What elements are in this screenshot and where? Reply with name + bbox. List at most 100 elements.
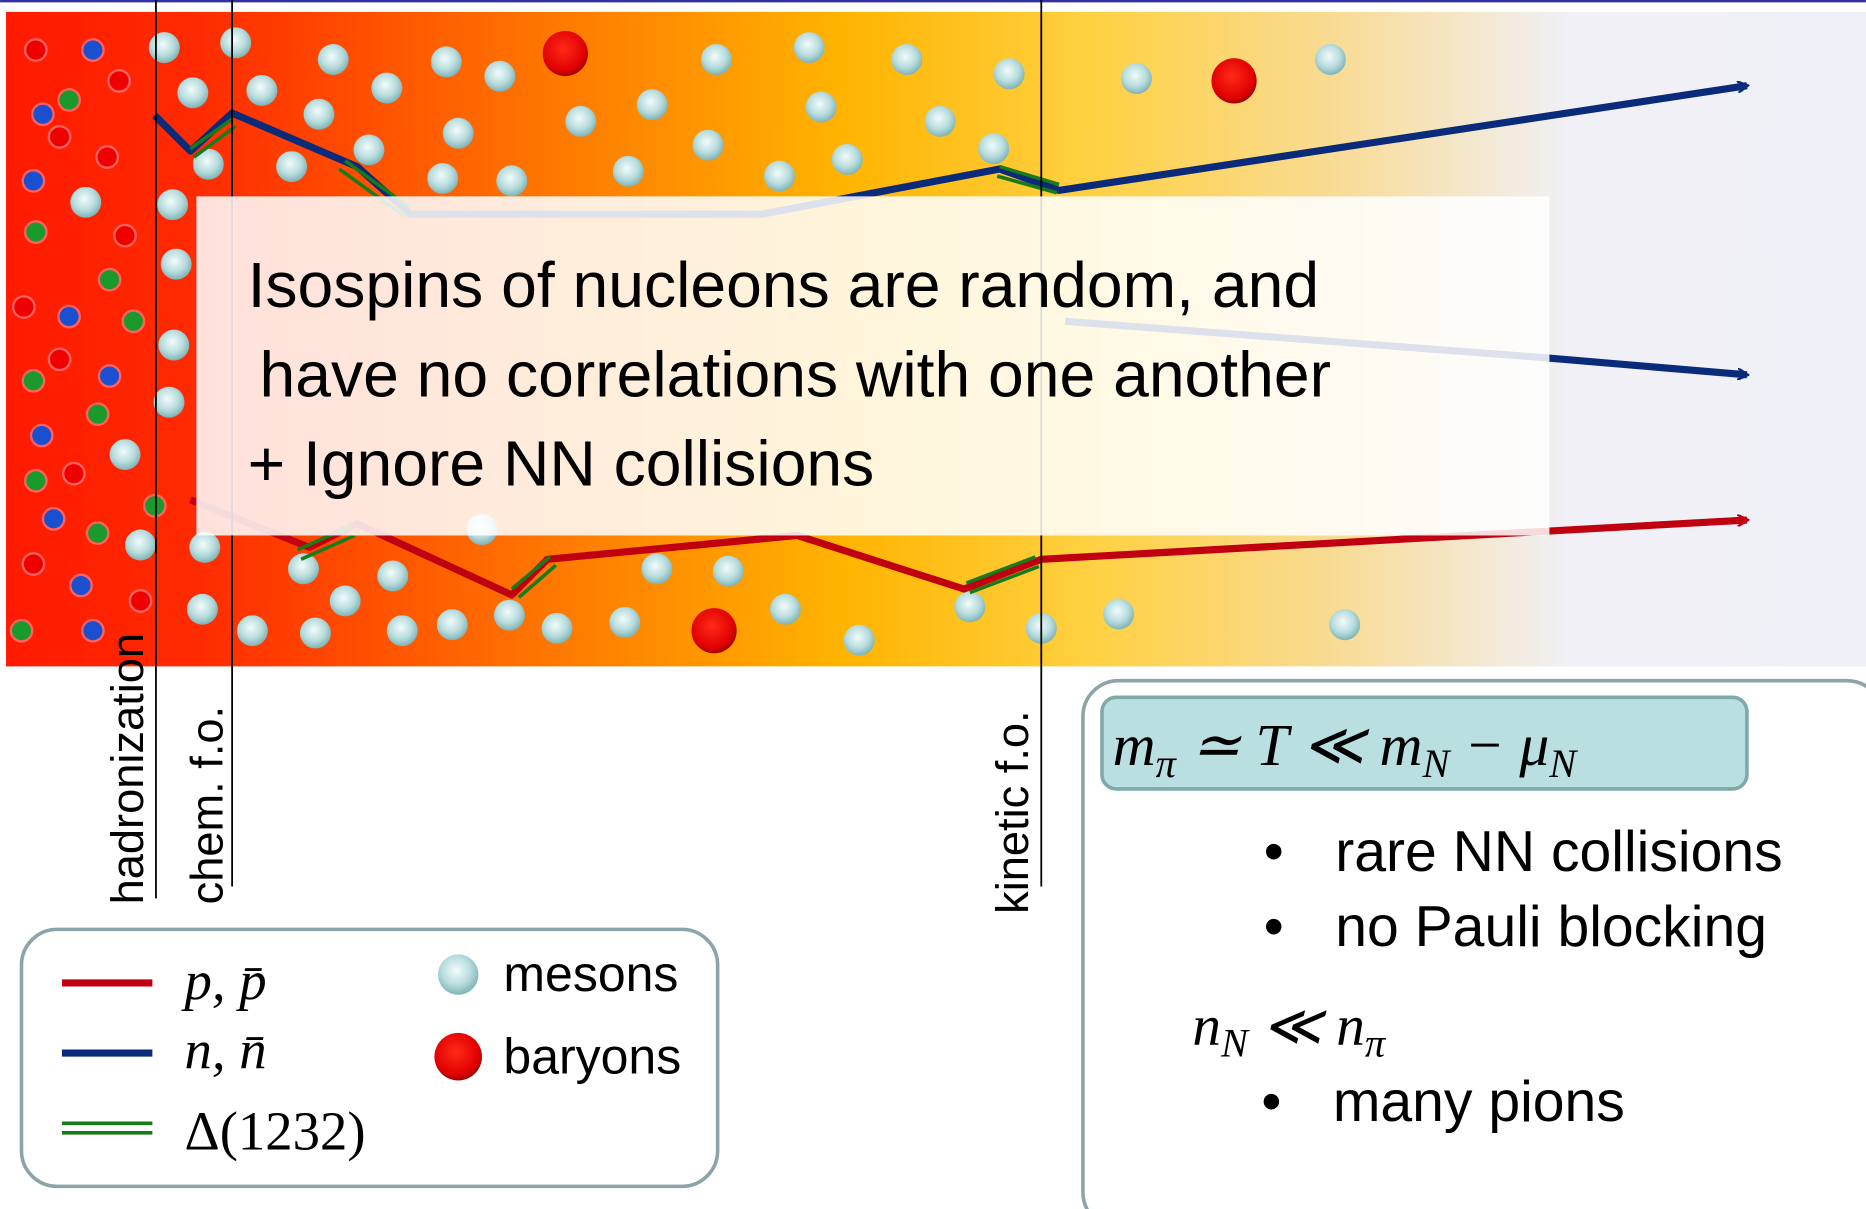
meson xyxy=(303,98,335,130)
meson xyxy=(496,165,528,197)
particles xyxy=(9,27,1361,656)
meson xyxy=(843,624,875,656)
meson xyxy=(70,186,102,218)
formula-subscript: N xyxy=(1220,1021,1250,1066)
parton xyxy=(57,88,81,112)
bullets: • rare NN collisions • no Pauli blocking… xyxy=(1261,820,1782,1134)
bullet-mark: • xyxy=(1264,895,1284,959)
overlay-line: have no correlations with one another xyxy=(259,338,1331,410)
meson xyxy=(329,585,361,617)
stage-label: kinetic f.o. xyxy=(987,710,1038,914)
baryon xyxy=(1211,58,1257,104)
meson xyxy=(436,609,468,641)
parton xyxy=(11,295,36,319)
stage-label: chem. f.o. xyxy=(182,706,233,904)
meson xyxy=(148,32,180,64)
parton xyxy=(80,618,105,643)
meson xyxy=(993,58,1025,90)
meson xyxy=(641,553,673,585)
parton xyxy=(128,589,153,613)
meson xyxy=(371,72,403,104)
overlay-box xyxy=(196,196,1550,536)
parton xyxy=(95,145,120,169)
meson xyxy=(1103,598,1135,630)
bullet-text: many pions xyxy=(1333,1070,1625,1134)
meson xyxy=(186,593,218,625)
legend-labels: p, p̄ n, n̄ Δ(1232) xyxy=(181,951,366,1162)
bullet-mark: • xyxy=(1264,820,1284,884)
meson xyxy=(636,89,668,121)
meson xyxy=(769,593,801,625)
formula: nN ≪ nπ xyxy=(1192,995,1386,1066)
parton xyxy=(107,69,131,93)
meson xyxy=(153,386,185,418)
meson xyxy=(493,599,525,631)
overlay-line: + Ignore NN collisions xyxy=(248,428,875,500)
meson xyxy=(541,612,573,644)
parton xyxy=(23,220,48,244)
meson xyxy=(192,148,224,180)
meson xyxy=(299,617,331,649)
meson xyxy=(954,591,986,623)
formula-part: ≃ T ≪ m xyxy=(1176,712,1423,778)
parton xyxy=(21,168,46,193)
baryon xyxy=(691,608,737,654)
meson xyxy=(793,32,825,64)
legend-label: mesons xyxy=(503,946,678,1002)
overlay-text: Isospins of nucleons are random, and hav… xyxy=(248,249,1331,499)
meson xyxy=(565,105,597,137)
parton xyxy=(97,364,122,388)
meson xyxy=(125,529,156,561)
meson xyxy=(353,134,385,166)
meson xyxy=(1329,609,1361,641)
meson xyxy=(160,248,192,280)
stage-labels: hadronization chem. f.o. kinetic f.o. xyxy=(102,633,1038,914)
parton xyxy=(85,402,110,427)
parton xyxy=(97,267,122,292)
legend-swatch xyxy=(61,1121,153,1135)
meson xyxy=(978,133,1010,165)
parton xyxy=(41,506,66,531)
meson xyxy=(177,77,209,109)
parton xyxy=(23,38,48,62)
formula-subscript: N xyxy=(1421,741,1451,786)
meson xyxy=(220,27,252,59)
parton xyxy=(61,461,86,486)
meson xyxy=(158,329,190,361)
meson xyxy=(317,44,349,75)
formula-subscript: π xyxy=(1365,1021,1387,1066)
meson xyxy=(189,531,221,563)
parton xyxy=(21,368,46,393)
meson xyxy=(442,117,474,149)
parton xyxy=(57,304,81,329)
parton xyxy=(9,618,34,643)
meson xyxy=(831,143,863,175)
meson xyxy=(288,553,319,585)
legend-meson xyxy=(437,954,479,995)
parton xyxy=(23,468,48,493)
legend-label: n, n̄ xyxy=(185,1020,267,1081)
meson xyxy=(157,189,189,221)
baryon xyxy=(542,30,588,77)
formula-subscript: N xyxy=(1548,741,1578,786)
meson xyxy=(246,74,278,106)
parton xyxy=(142,493,167,518)
legend-baryon xyxy=(434,1032,483,1081)
meson xyxy=(891,44,923,75)
parton xyxy=(80,38,105,62)
formula-subscript: π xyxy=(1156,741,1178,786)
parton xyxy=(69,573,93,598)
meson xyxy=(377,560,409,592)
meson xyxy=(805,91,837,123)
bullet-text: rare NN collisions xyxy=(1335,820,1782,884)
meson xyxy=(1121,63,1152,95)
legend-label: p, p̄ xyxy=(181,951,267,1012)
parton xyxy=(85,521,110,546)
conditions-box xyxy=(1081,678,1866,1209)
parton xyxy=(47,347,72,372)
bullet-mark: • xyxy=(1261,1070,1281,1134)
formula-part: ≪ n xyxy=(1248,995,1365,1058)
parton xyxy=(121,309,146,334)
